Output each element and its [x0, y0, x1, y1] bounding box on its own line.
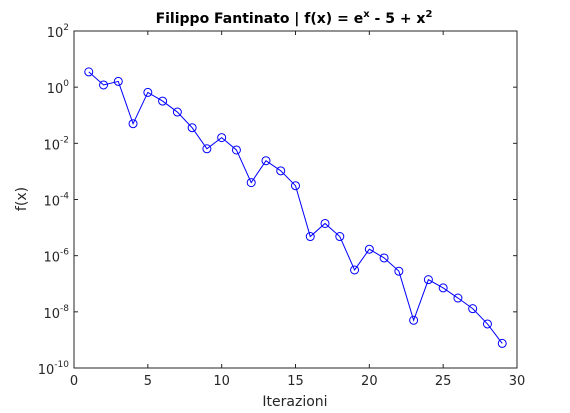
- y-tick-base: 10: [47, 26, 64, 41]
- data-point: [438, 283, 448, 293]
- y-tick-base: 10: [38, 363, 55, 378]
- chart-title: Filippo Fantinato | f(x) = ex - 5 + x2: [156, 9, 433, 27]
- y-tick-base: 10: [47, 82, 64, 97]
- title-middle: - 5 + x: [370, 11, 426, 27]
- data-point: [482, 319, 492, 329]
- data-point: [202, 144, 212, 154]
- y-tick-label: 10-6: [43, 248, 69, 266]
- data-point: [468, 304, 478, 314]
- x-tick-label: 5: [144, 374, 152, 389]
- data-point: [394, 266, 404, 276]
- data-point: [423, 275, 433, 285]
- y-tick-label: 102: [47, 23, 69, 41]
- data-point: [409, 315, 419, 325]
- y-tick-base: 10: [43, 307, 60, 322]
- data-point: [291, 181, 300, 191]
- x-axis-ticks: 0 5 10 15 20 25 30: [70, 31, 525, 389]
- data-point: [128, 119, 138, 129]
- x-tick-label: 15: [287, 374, 304, 389]
- data-point: [158, 96, 168, 106]
- data-point: [364, 244, 374, 254]
- y-tick-label: 10-8: [43, 304, 69, 322]
- title-exponent-2: 2: [425, 9, 432, 20]
- y-tick-label: 10-4: [43, 192, 69, 210]
- y-tick-exponent: -4: [60, 192, 69, 202]
- data-point: [379, 253, 389, 263]
- data-point: [217, 133, 227, 143]
- data-point: [113, 76, 123, 86]
- x-tick-label: 10: [213, 374, 230, 389]
- plot-area: [73, 30, 518, 369]
- y-tick-exponent: -6: [60, 248, 69, 258]
- title-exponent-x: x: [363, 9, 370, 20]
- data-point: [187, 123, 197, 133]
- x-tick-label: 25: [435, 374, 452, 389]
- data-point: [305, 232, 315, 242]
- y-tick-exponent: 0: [63, 79, 69, 89]
- y-tick-base: 10: [43, 195, 60, 210]
- y-axis-label: f(x): [14, 187, 30, 211]
- data-point: [335, 232, 345, 242]
- data-point: [84, 67, 94, 77]
- y-tick-label: 100: [47, 79, 70, 97]
- data-point: [261, 156, 271, 166]
- data-point: [246, 178, 256, 188]
- data-point: [453, 293, 463, 303]
- x-axis-label: Iterazioni: [262, 394, 327, 410]
- data-point: [497, 338, 507, 348]
- data-point: [320, 218, 330, 228]
- x-tick-label: 0: [70, 374, 78, 389]
- title-prefix: Filippo Fantinato | f(x) = e: [156, 11, 364, 27]
- data-point: [350, 265, 360, 275]
- data-point: [143, 87, 153, 97]
- y-tick-base: 10: [43, 251, 60, 266]
- y-tick-exponent: -10: [54, 360, 69, 370]
- y-tick-exponent: -8: [60, 304, 69, 314]
- series-line: [88, 71, 503, 344]
- series-layer: [84, 67, 507, 348]
- x-tick-label: 30: [509, 374, 526, 389]
- y-tick-exponent: 2: [63, 23, 69, 33]
- data-point: [172, 107, 182, 117]
- data-point: [276, 166, 286, 176]
- y-tick-label: 10-10: [38, 360, 70, 378]
- data-point: [231, 145, 241, 155]
- y-tick-exponent: -2: [60, 135, 69, 145]
- y-tick-label: 10-2: [43, 135, 69, 153]
- x-tick-label: 20: [361, 374, 378, 389]
- data-point: [99, 80, 109, 90]
- y-tick-base: 10: [43, 138, 60, 153]
